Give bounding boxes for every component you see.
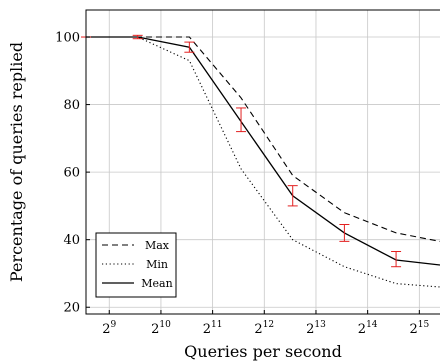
legend-box — [95, 232, 177, 298]
y-axis-label: Percentage of queries replied — [7, 42, 26, 282]
y-tick-label: 100 — [55, 31, 80, 46]
y-tick-label: 20 — [63, 301, 80, 316]
series-line-min — [86, 36, 440, 288]
series-line-max — [86, 36, 440, 242]
y-tick-label: 60 — [63, 166, 80, 181]
x-tick-label: 29 — [102, 320, 116, 337]
x-tick-label: 213 — [306, 320, 326, 337]
error-bars — [81, 34, 402, 268]
x-tick-label: 210 — [151, 320, 171, 337]
legend: Max Min Mean — [95, 232, 177, 298]
x-tick-label: 215 — [409, 320, 429, 337]
x-axis-label: Queries per second — [184, 342, 342, 361]
ticks: 29 210 211 212 213 214 215 20 40 60 80 100 — [55, 31, 429, 337]
plot-frame — [85, 9, 440, 315]
y-tick-label: 40 — [63, 233, 80, 248]
series-line-mean — [86, 36, 440, 266]
y-tick-label: 80 — [63, 98, 80, 113]
legend-label-min: Min — [146, 258, 168, 271]
legend-label-max: Max — [145, 239, 170, 252]
series-layer — [86, 36, 440, 288]
x-tick-label: 214 — [358, 320, 378, 337]
x-tick-label: 211 — [203, 320, 223, 337]
x-tick-label: 212 — [254, 320, 274, 337]
legend-label-mean: Mean — [141, 277, 172, 290]
